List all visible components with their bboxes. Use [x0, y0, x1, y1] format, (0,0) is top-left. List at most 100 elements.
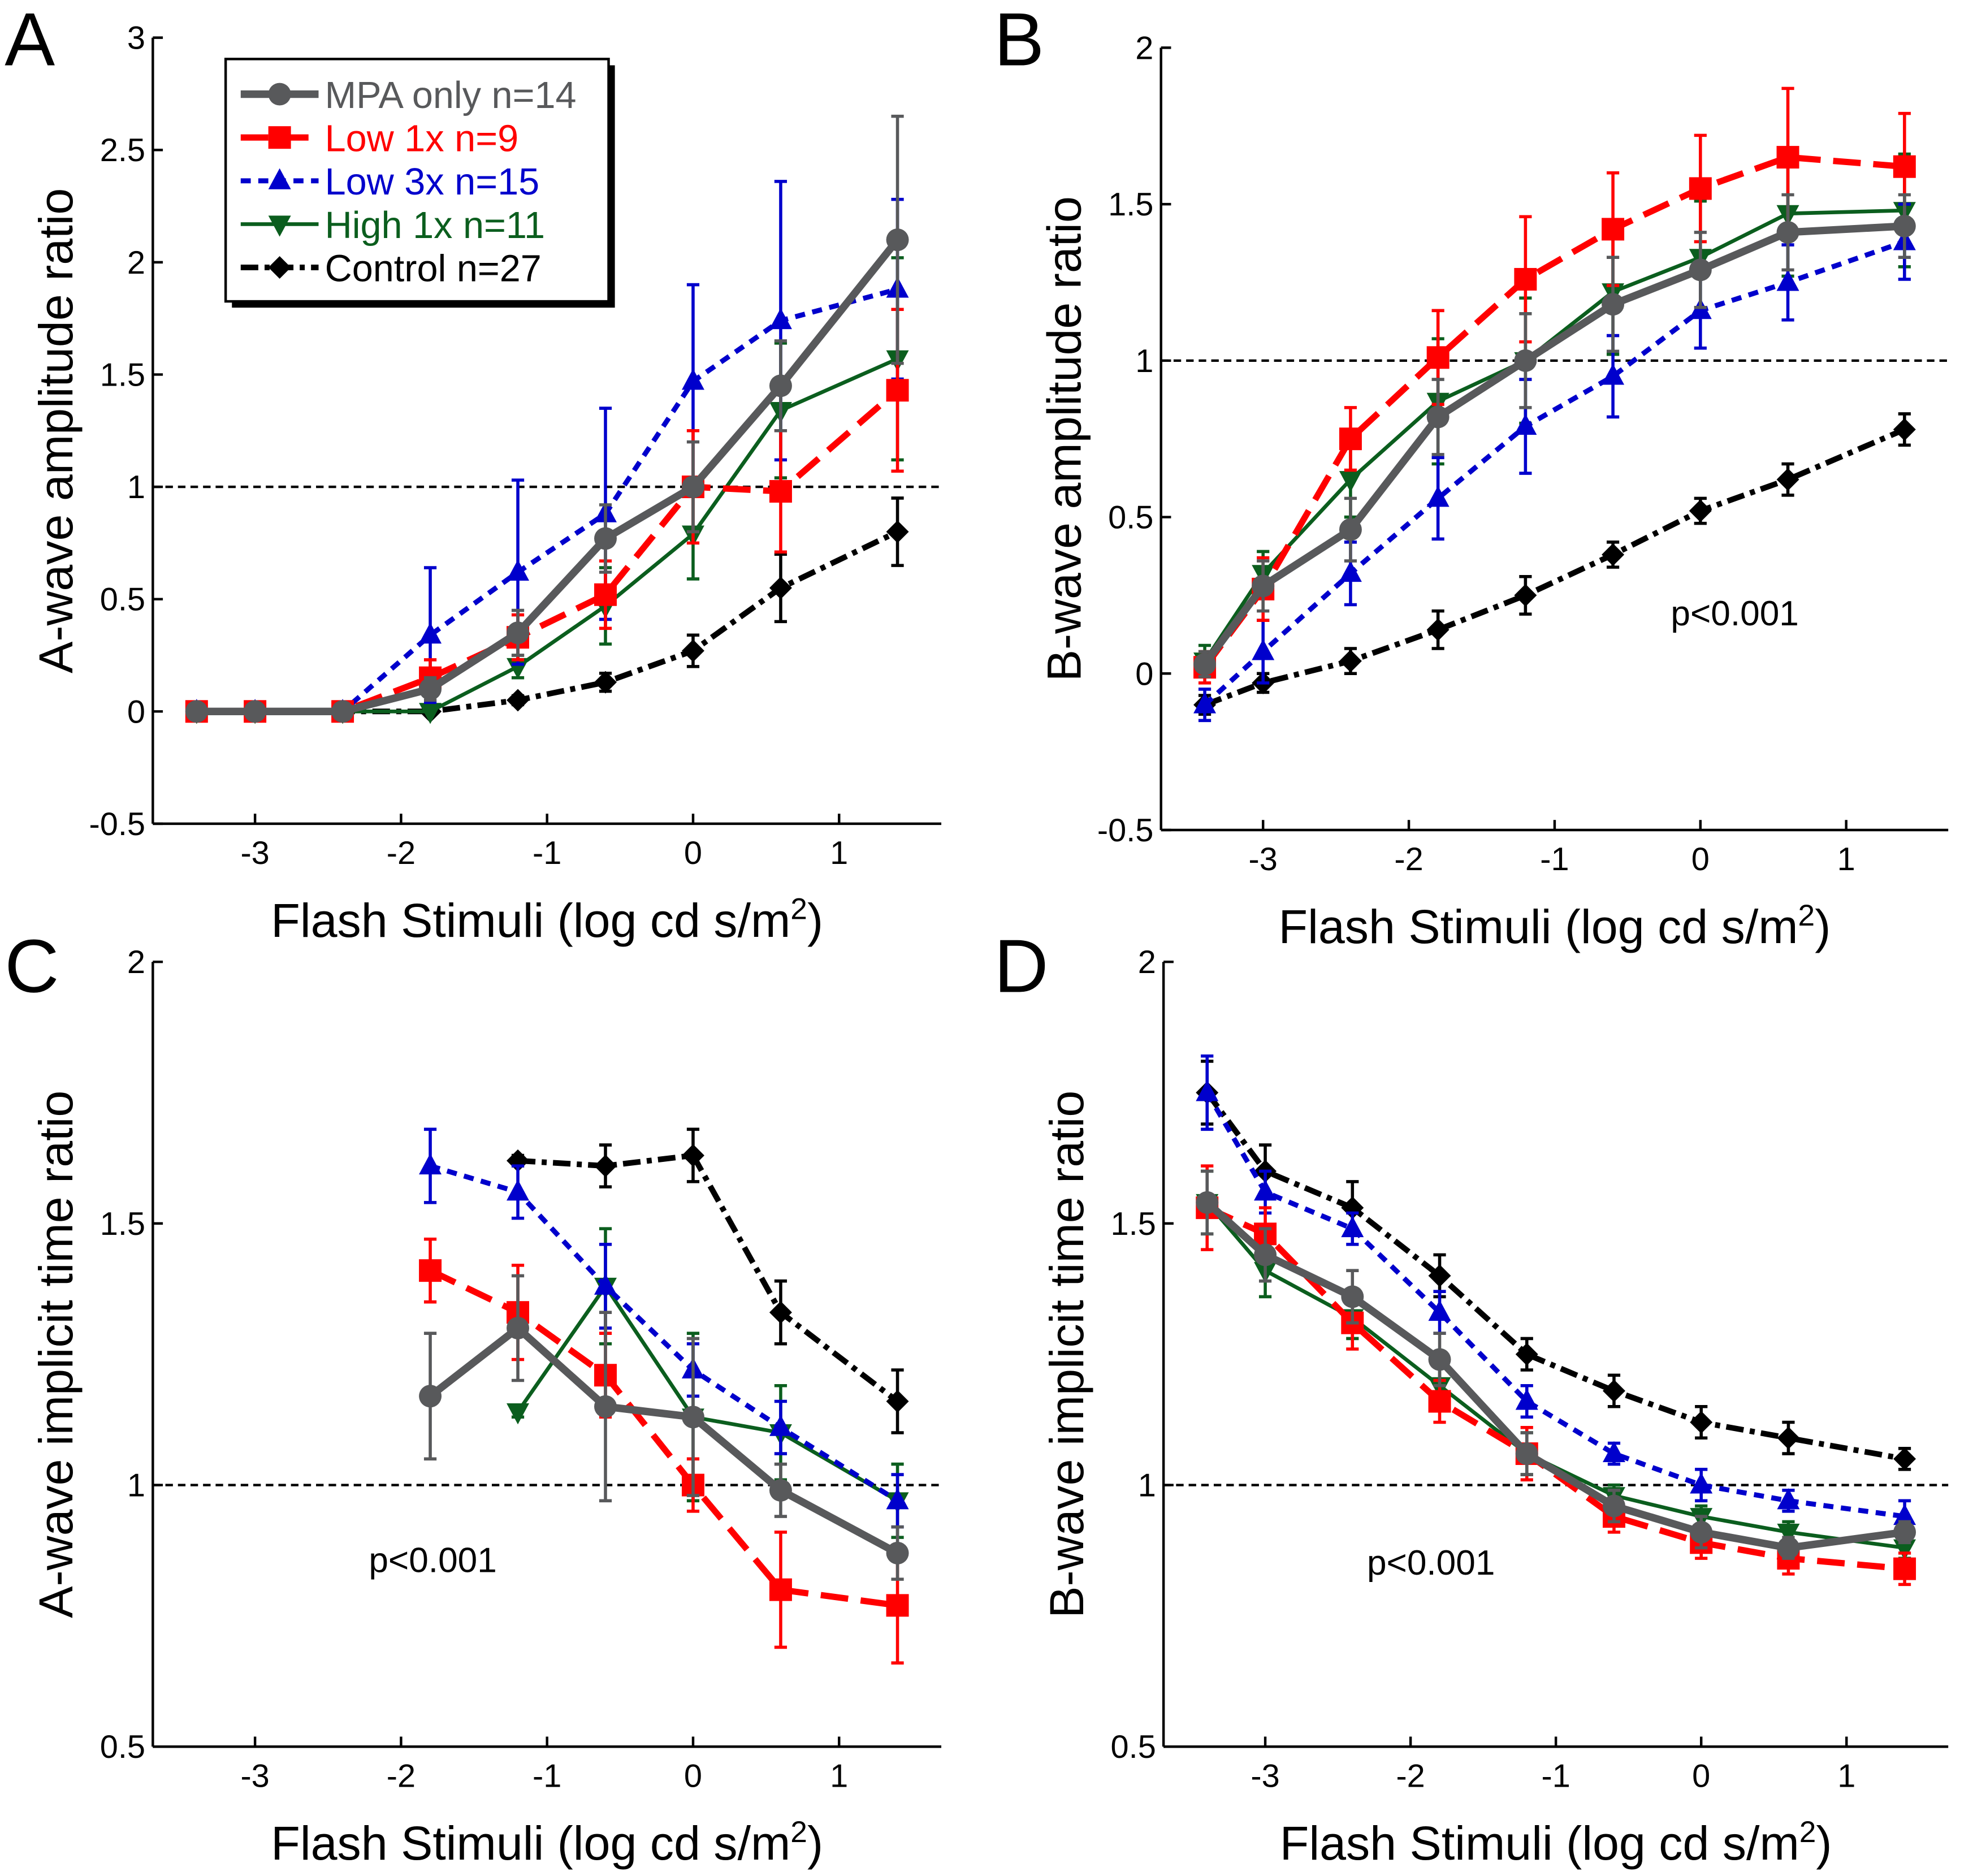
series-line [517, 1152, 899, 1404]
data-point [769, 576, 792, 599]
data-point [1602, 218, 1625, 241]
data-point [1428, 1390, 1451, 1413]
data-point [1341, 1216, 1364, 1238]
data-point [1893, 1503, 1916, 1525]
data-point [1689, 499, 1712, 522]
data-point [1252, 574, 1275, 598]
data-point [1193, 692, 1217, 714]
y-tick-label: 1.5 [1108, 187, 1153, 223]
data-point [1428, 1299, 1451, 1321]
data-point [1515, 1442, 1538, 1466]
x-tick-label: -3 [1251, 1758, 1279, 1794]
series-high-1x [507, 1227, 909, 1539]
data-point [1339, 471, 1362, 492]
data-point [1339, 518, 1362, 541]
x-tick-label: -3 [240, 835, 269, 871]
x-tick-label: -3 [240, 1758, 269, 1794]
y-axis-label: A-wave amplitude ratio [29, 188, 83, 673]
legend-marker [268, 215, 291, 237]
series-mpa-only [1196, 1169, 1916, 1560]
y-tick-label: 0 [127, 694, 145, 730]
data-point [1777, 1488, 1800, 1510]
data-point [1254, 1243, 1277, 1266]
y-tick-label: 1 [1138, 1468, 1156, 1504]
series-line [1204, 1199, 1905, 1552]
data-point [1252, 639, 1275, 660]
series-mpa-only [419, 1274, 909, 1581]
data-point [1428, 1348, 1451, 1371]
data-point [1603, 1441, 1625, 1463]
data-point [1603, 1380, 1625, 1402]
x-axis-label-superscript: 2 [1799, 1816, 1816, 1849]
x-tick-label: -1 [1540, 841, 1569, 878]
data-point [1776, 468, 1799, 491]
x-axis-label: Flash Stimuli (log cd s/m2) [271, 1816, 823, 1870]
data-point [1426, 405, 1450, 429]
series-line [516, 1284, 899, 1503]
data-point [1893, 155, 1916, 178]
data-point [1514, 349, 1537, 372]
legend-label: Low 3x n=15 [325, 161, 540, 203]
data-point [1690, 1472, 1713, 1494]
y-tick-label: 0 [1135, 656, 1153, 692]
legend-entry: Control n=27 [240, 248, 542, 289]
y-tick-label: 2.5 [100, 132, 145, 168]
y-tick-label: 1 [127, 469, 145, 505]
series-line [427, 1324, 899, 1557]
x-tick-label: -1 [1541, 1758, 1570, 1794]
data-point [886, 520, 909, 543]
x-tick-label: -2 [387, 835, 416, 871]
data-point [1893, 214, 1916, 237]
legend-marker [268, 168, 291, 189]
x-tick-label: -3 [1249, 841, 1278, 878]
y-tick-label: -0.5 [89, 806, 146, 842]
data-point [769, 1415, 792, 1436]
data-point [886, 1488, 909, 1510]
data-point [244, 700, 267, 723]
legend-marker [268, 126, 291, 149]
data-point [681, 476, 704, 499]
data-point [594, 1395, 617, 1418]
y-tick-label: 0.5 [1111, 1729, 1156, 1765]
x-axis-label-main: Flash Stimuli (log cd s/m [271, 894, 790, 947]
x-axis-label-end: ) [807, 894, 823, 947]
p-value-annotation: p<0.001 [1367, 1544, 1495, 1583]
data-point [1690, 1520, 1713, 1544]
series-control-n=27 [1196, 1060, 1916, 1471]
data-point [1689, 258, 1712, 282]
x-axis-label-superscript: 2 [1798, 899, 1815, 932]
x-axis-label-superscript: 2 [790, 1816, 807, 1849]
data-point [1339, 427, 1362, 451]
x-tick-label: 1 [830, 835, 848, 871]
data-point [419, 623, 442, 644]
data-point [507, 1179, 530, 1201]
data-point [681, 639, 704, 663]
data-point [419, 1153, 442, 1175]
data-point [769, 374, 792, 397]
data-point [1893, 1447, 1916, 1471]
y-tick-label: 3 [127, 20, 145, 57]
series-line [429, 1268, 898, 1609]
legend-entry: Low 3x n=15 [240, 161, 540, 203]
data-point [886, 1541, 909, 1564]
y-tick-label: 1.5 [100, 1206, 145, 1242]
x-tick-label: 1 [1837, 841, 1855, 878]
y-tick-label: 1.5 [1111, 1206, 1156, 1242]
legend-entry: Low 1x n=9 [240, 118, 518, 160]
y-axis-label: A-wave implicit time ratio [29, 1091, 83, 1618]
data-point [594, 1273, 617, 1295]
x-tick-label: -1 [533, 1758, 561, 1794]
x-tick-label: -1 [533, 835, 561, 871]
data-point [681, 369, 704, 390]
data-point [1193, 652, 1217, 676]
y-tick-label: 1 [127, 1468, 145, 1504]
data-point [1776, 270, 1799, 291]
y-tick-label: 0.5 [100, 1729, 145, 1765]
series-line [1201, 222, 1905, 667]
data-point [594, 1155, 617, 1178]
data-point [1777, 1536, 1800, 1559]
data-point [1893, 1520, 1916, 1544]
